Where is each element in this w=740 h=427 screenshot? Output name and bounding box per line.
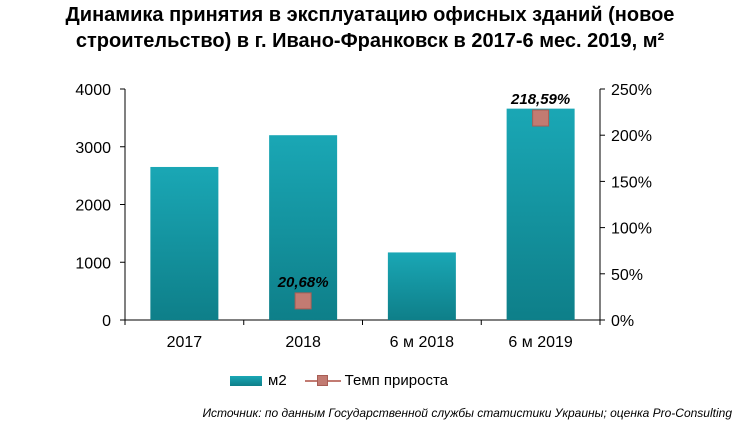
chart-title-line-2: строительство) в г. Ивано-Франковск в 20… <box>75 30 665 52</box>
legend-line-label: Темп прироста <box>344 372 448 389</box>
x-tick-label: 6 м 2018 <box>390 334 454 351</box>
y-left-tick-label: 2000 <box>75 198 111 215</box>
legend-item-bars: м2 <box>230 372 287 389</box>
chart-title: Динамика принятия в эксплуатацию офисных… <box>0 2 740 54</box>
growth-data-label: 218,59% <box>510 91 570 108</box>
bar-2018 <box>269 135 338 320</box>
growth-marker <box>532 109 550 127</box>
y-right-tick-label: 200% <box>611 128 652 145</box>
y-right-tick-label: 150% <box>611 174 652 191</box>
y-left-tick-label: 3000 <box>75 140 111 157</box>
growth-marker <box>294 292 312 310</box>
y-right-tick-label: 250% <box>611 82 652 99</box>
x-tick-label: 2017 <box>167 334 203 351</box>
y-left-tick-label: 0 <box>102 313 111 330</box>
legend-item-growth: Темп прироста <box>304 372 448 389</box>
legend-line-swatch <box>304 374 341 388</box>
x-tick-label: 2018 <box>285 334 321 351</box>
bar-6-м-2019 <box>506 108 575 320</box>
chart-legend: м2 Темп прироста <box>230 372 466 389</box>
x-tick-label: 6 м 2019 <box>508 334 572 351</box>
y-right-tick-label: 0% <box>611 313 634 330</box>
legend-bar-label: м2 <box>268 372 287 389</box>
y-left-tick-label: 1000 <box>75 255 111 272</box>
source-note: Источник: по данным Государственной служ… <box>202 406 732 420</box>
chart-title-line-1: Динамика принятия в эксплуатацию офисных… <box>65 4 675 26</box>
y-right-tick-label: 50% <box>611 267 643 284</box>
y-left-tick-label: 4000 <box>75 82 111 99</box>
y-right-tick-label: 100% <box>611 221 652 238</box>
legend-bar-swatch <box>230 375 262 386</box>
bar-6-м-2018 <box>387 252 456 320</box>
growth-data-label: 20,68% <box>277 274 329 291</box>
bar-2017 <box>150 166 219 320</box>
